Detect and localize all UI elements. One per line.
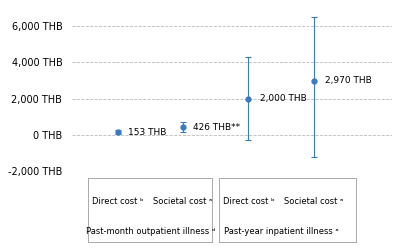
Text: 153 THB: 153 THB: [128, 128, 166, 137]
Text: Direct cost ᵇ: Direct cost ᵇ: [92, 197, 144, 206]
Text: Societal cost ᵃ: Societal cost ᵃ: [153, 197, 213, 206]
Text: 2,970 THB: 2,970 THB: [325, 76, 372, 85]
Text: Past-month outpatient illness ᵈ: Past-month outpatient illness ᵈ: [86, 227, 215, 236]
Text: Past-year inpatient illness ᵃ: Past-year inpatient illness ᵃ: [224, 227, 338, 236]
Text: 426 THB**: 426 THB**: [193, 123, 240, 132]
Text: Societal cost ᵃ: Societal cost ᵃ: [284, 197, 343, 206]
Text: Direct cost ᵇ: Direct cost ᵇ: [222, 197, 274, 206]
Text: 2,000 THB: 2,000 THB: [260, 94, 307, 103]
